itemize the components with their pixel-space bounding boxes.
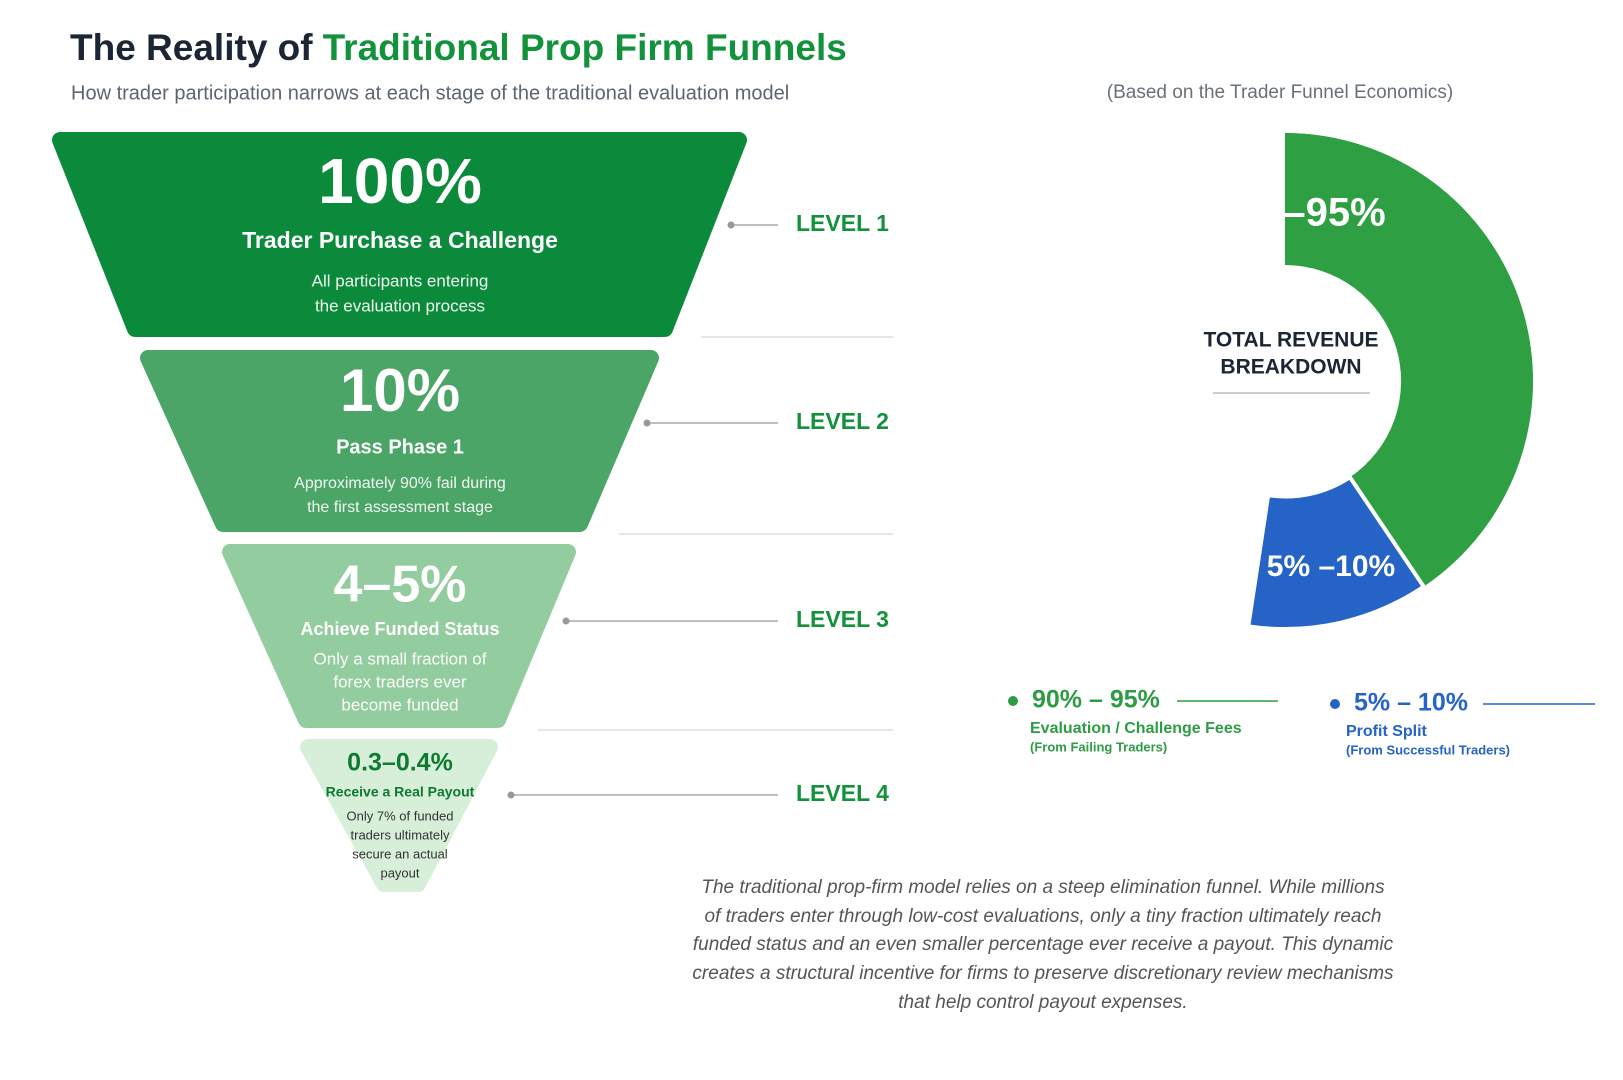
donut-segment-blue	[1246, 474, 1427, 632]
stage-description: payout	[380, 865, 419, 880]
level-label: LEVEL 1	[796, 210, 889, 236]
stage-description: Approximately 90% fail during	[294, 475, 506, 492]
legend-title: Evaluation / Challenge Fees	[1030, 720, 1242, 737]
funnel-stage	[52, 132, 747, 337]
stage-description: the first assessment stage	[307, 499, 493, 516]
segment-label: 90% –95%	[1192, 191, 1385, 235]
connector-dot	[643, 419, 651, 427]
stage-description: All participants entering	[312, 271, 489, 290]
stage-description: Only a small fraction of	[314, 649, 487, 668]
stage-description: traders ultimately	[351, 827, 450, 842]
stage-description: forex traders ever	[333, 672, 467, 691]
level-label: LEVEL 3	[796, 606, 889, 632]
legend-dot	[1008, 696, 1018, 706]
funnel-stage	[222, 544, 576, 728]
funnel-stage	[300, 739, 498, 892]
donut-segment-green	[1285, 132, 1534, 587]
stage-percent: 100%	[318, 145, 482, 217]
title: The Reality of Traditional Prop Firm Funn…	[70, 27, 847, 68]
stage-percent: 0.3–0.4%	[347, 749, 453, 777]
summary-line: The traditional prop-firm model relies o…	[701, 877, 1385, 898]
stage-description: the evaluation process	[315, 296, 485, 315]
funnel-stage	[140, 350, 659, 532]
title-prefix: The Reality of	[70, 27, 313, 68]
stage-percent: 10%	[340, 357, 460, 424]
center-label: BREAKDOWN	[1220, 356, 1361, 379]
stage-description: secure an actual	[352, 846, 448, 861]
stage-title: Pass Phase 1	[336, 436, 464, 458]
legend-dot	[1330, 699, 1340, 709]
level-label: LEVEL 4	[796, 780, 889, 806]
connector-dot	[562, 617, 570, 625]
center-label: TOTAL REVENUE	[1203, 329, 1378, 352]
stage-title: Receive a Real Payout	[326, 784, 475, 800]
connector-dot	[727, 221, 735, 229]
stage-description: become funded	[341, 695, 458, 714]
summary-line: funded status and an even smaller percen…	[693, 934, 1394, 955]
legend-value: 90% – 95%	[1032, 686, 1160, 714]
legend-title: Profit Split	[1346, 723, 1428, 740]
stage-title: Trader Purchase a Challenge	[242, 227, 558, 253]
summary-line: that help control payout expenses.	[898, 992, 1187, 1013]
subtitle: How trader participation narrows at each…	[71, 82, 789, 104]
stage-title: Achieve Funded Status	[300, 619, 499, 639]
legend-note: (From Failing Traders)	[1030, 739, 1167, 754]
legend-note: (From Successful Traders)	[1346, 742, 1510, 757]
summary-line: of traders enter through low-cost evalua…	[705, 906, 1382, 927]
stage-description: Only 7% of funded	[347, 808, 454, 823]
source-note: (Based on the Trader Funnel Economics)	[1107, 82, 1453, 103]
connector-dot	[507, 791, 515, 799]
segment-label: 5% –10%	[1267, 550, 1395, 583]
stage-percent: 4–5%	[334, 556, 467, 614]
title-highlight: Traditional Prop Firm Funnels	[323, 27, 847, 68]
summary-line: creates a structural incentive for firms…	[692, 963, 1394, 984]
legend-value: 5% – 10%	[1354, 689, 1468, 717]
level-label: LEVEL 2	[796, 408, 889, 434]
